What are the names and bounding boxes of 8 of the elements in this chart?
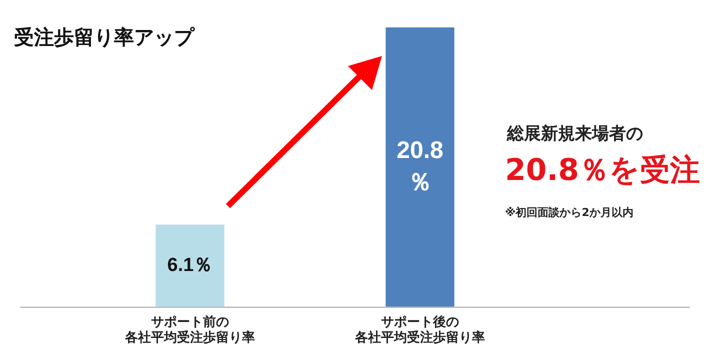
annotation: ※初回面談から2か月以内 <box>505 205 634 220</box>
annotation: 総展新規来場者の <box>507 123 643 145</box>
data-label: 20.8％ <box>396 136 444 196</box>
x-tick-label: サポート後の各社平均受注歩留り率 <box>354 314 485 346</box>
chart-title: 受注歩留り率アップ <box>14 24 194 51</box>
data-label: 6.1％ <box>167 255 213 276</box>
annotation: 20.8％を受注 <box>505 152 700 190</box>
x-tick-label: サポート前の各社平均受注歩留り率 <box>124 314 255 346</box>
